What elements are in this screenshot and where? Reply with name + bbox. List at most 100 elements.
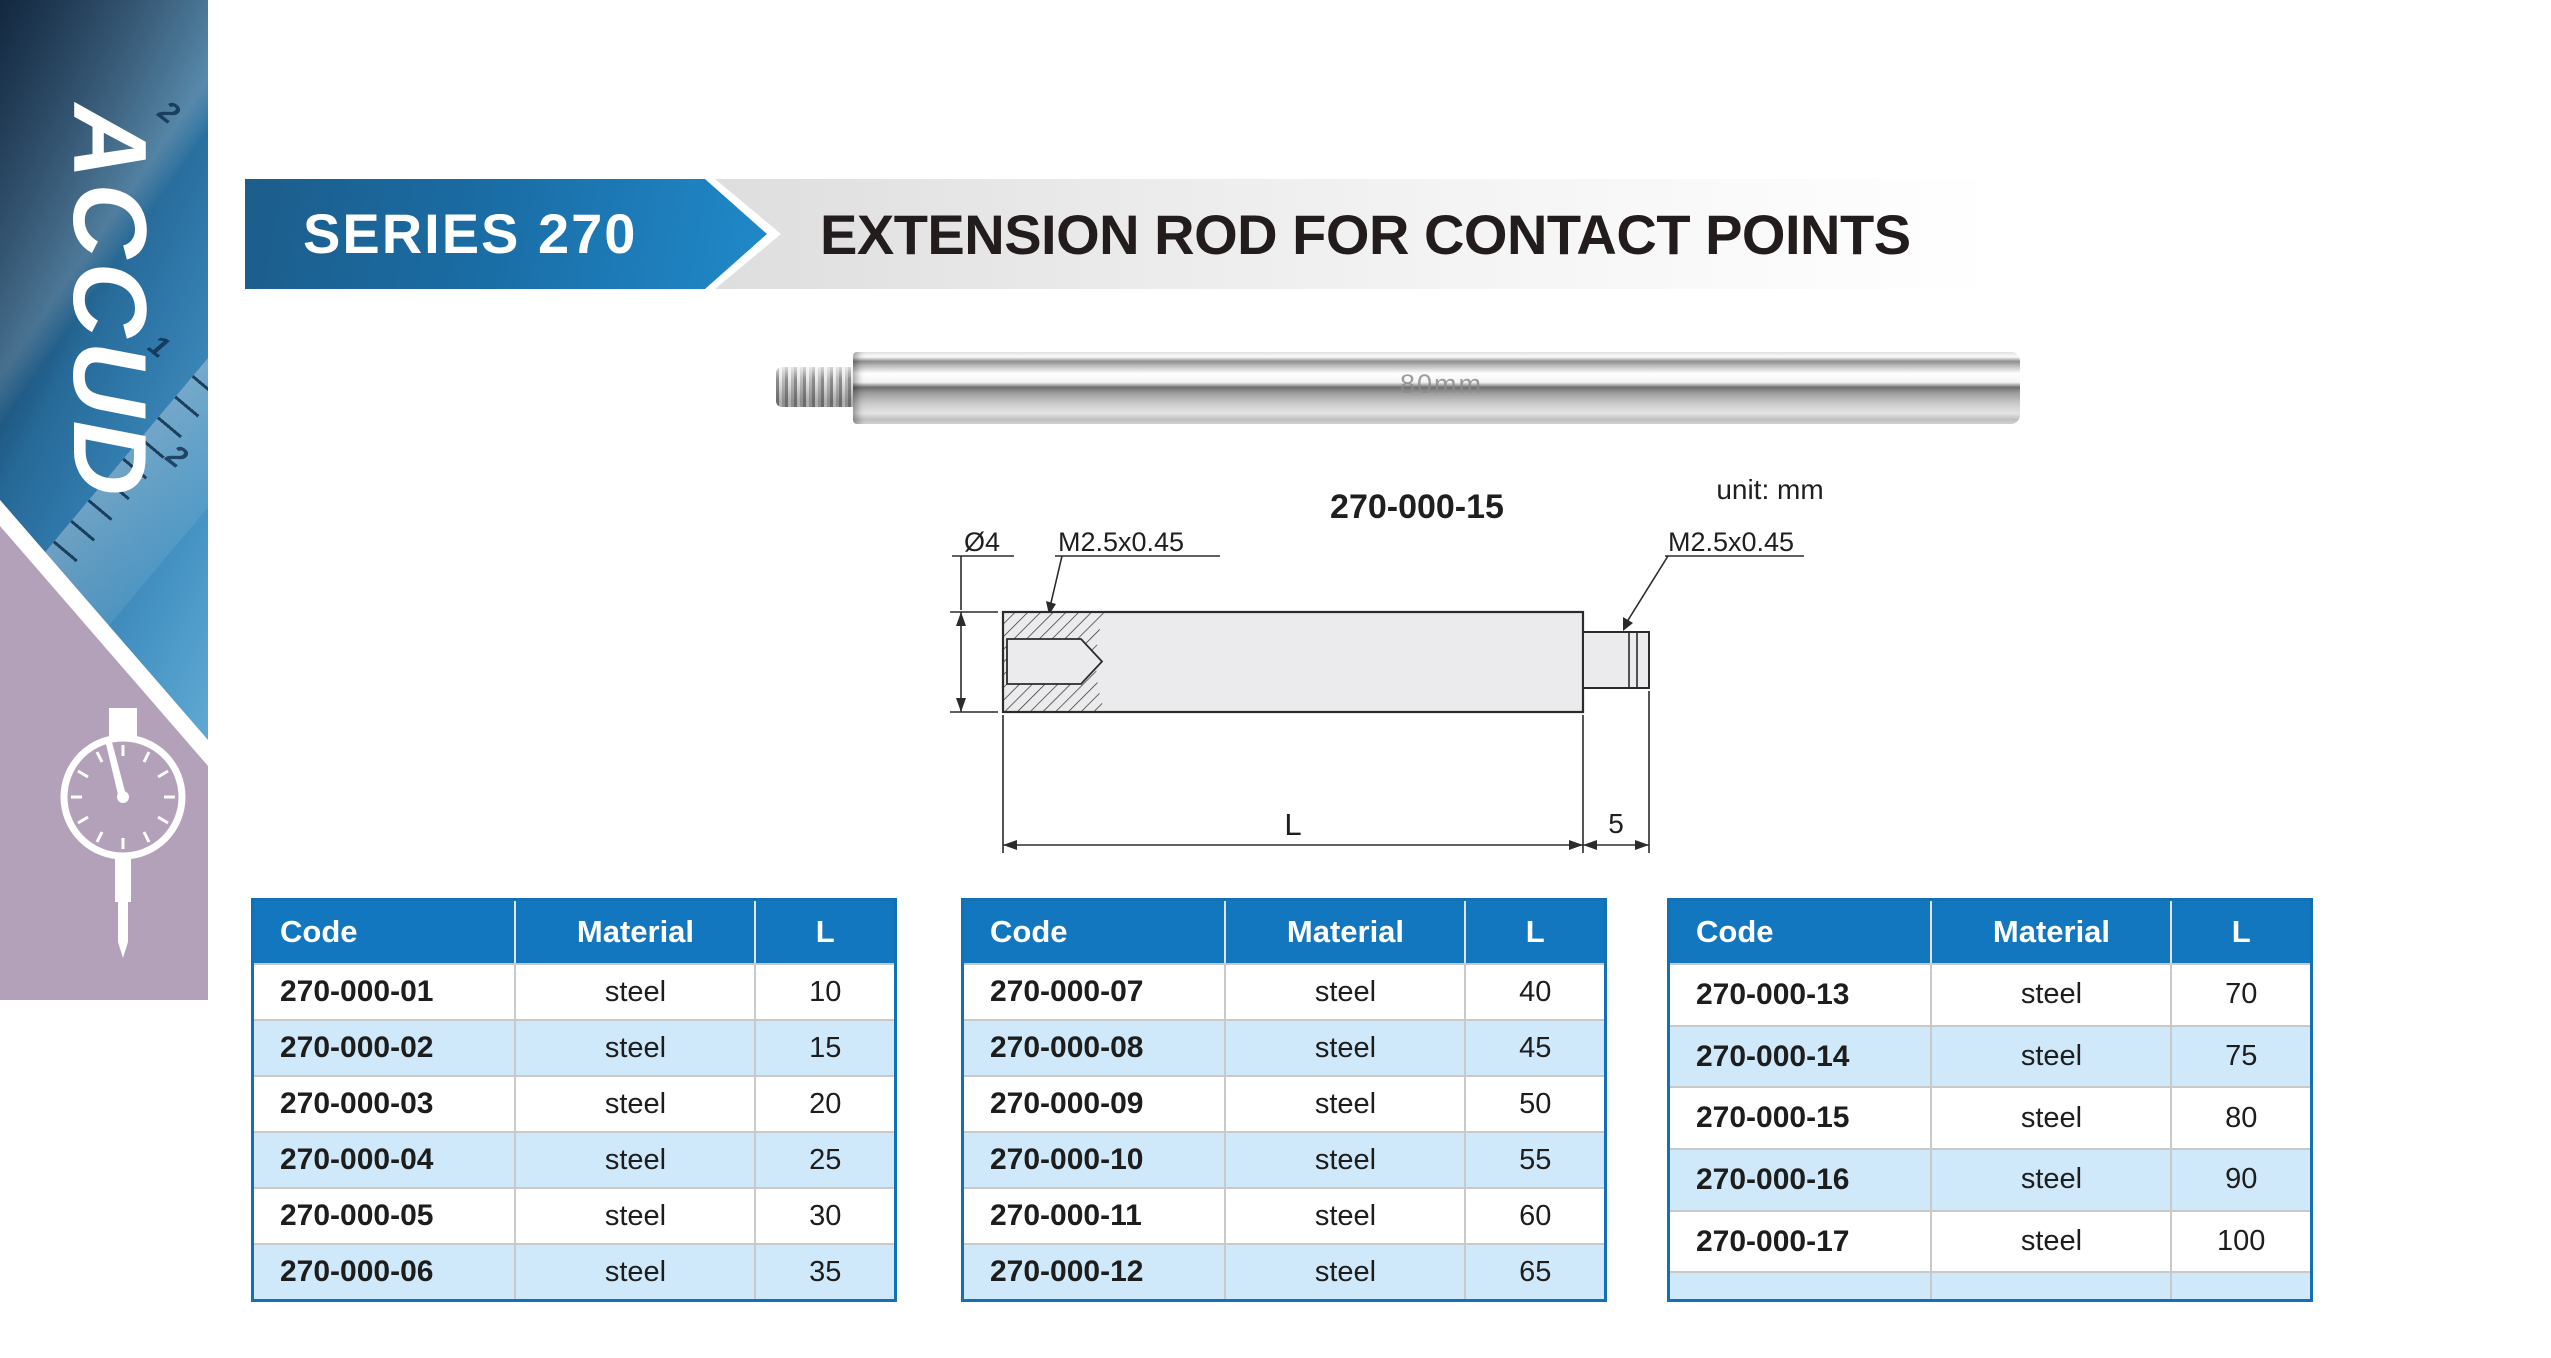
length-dim-label: L bbox=[1284, 807, 1301, 842]
cell-length bbox=[2170, 1273, 2310, 1300]
cell-code: 270-000-08 bbox=[990, 1031, 1144, 1064]
cell-length: 45 bbox=[1464, 1021, 1604, 1075]
cell-material: steel bbox=[514, 1133, 754, 1187]
cell-material: steel bbox=[1930, 965, 2170, 1025]
cell-material: steel bbox=[1930, 1211, 2170, 1272]
cell-length: 65 bbox=[1464, 1245, 1604, 1299]
cell-code: 270-000-15 bbox=[1696, 1101, 1850, 1135]
cell-material: steel bbox=[1224, 1077, 1464, 1131]
table-row: 270-000-09 steel 50 bbox=[964, 1075, 1604, 1131]
table-header-row: Code Material L bbox=[964, 901, 1604, 963]
cell-material: steel bbox=[514, 1021, 754, 1075]
cell-material: steel bbox=[514, 1077, 754, 1131]
sidebar: 2 1 2 ACCUD bbox=[0, 0, 208, 1000]
cell-length: 100 bbox=[2170, 1211, 2310, 1272]
spec-table-2: Code Material L 270-000-07 steel 40 270-000-08… bbox=[961, 898, 1607, 1302]
model-label: 270-000-15 bbox=[1330, 488, 1504, 526]
cell-code: 270-000-11 bbox=[990, 1199, 1142, 1232]
cell-length: 30 bbox=[754, 1189, 894, 1243]
cell-code: 270-000-12 bbox=[990, 1255, 1144, 1288]
table-header-row: Code Material L bbox=[254, 901, 894, 963]
cell-material: steel bbox=[514, 1245, 754, 1299]
cell-length: 90 bbox=[2170, 1150, 2310, 1210]
diameter-label: Ø4 bbox=[964, 527, 1000, 557]
cell-length: 25 bbox=[754, 1133, 894, 1187]
cell-length: 80 bbox=[2170, 1088, 2310, 1149]
cell-length: 20 bbox=[754, 1077, 894, 1131]
rod-body bbox=[853, 352, 2020, 424]
header-cell-code: Code bbox=[280, 914, 358, 949]
banner-background bbox=[560, 179, 2000, 289]
table-row: 270-000-10 steel 55 bbox=[964, 1131, 1604, 1187]
cell-material bbox=[1930, 1273, 2170, 1300]
cell-length: 10 bbox=[754, 965, 894, 1019]
table-header-row: Code Material L bbox=[1670, 901, 2310, 963]
brand-logo: ACCUD bbox=[51, 104, 167, 500]
table-row: 270-000-04 steel 25 bbox=[254, 1131, 894, 1187]
table-row: 270-000-16 steel 90 bbox=[1670, 1148, 2310, 1210]
cell-code: 270-000-05 bbox=[280, 1199, 434, 1232]
tip-dim-label: 5 bbox=[1608, 808, 1624, 839]
header-cell-material: Material bbox=[1224, 901, 1464, 963]
cell-code: 270-000-10 bbox=[990, 1143, 1144, 1176]
cell-length: 70 bbox=[2170, 965, 2310, 1025]
cell-length: 60 bbox=[1464, 1189, 1604, 1243]
rod-thread bbox=[776, 367, 858, 407]
cell-material: steel bbox=[1930, 1150, 2170, 1210]
cell-code: 270-000-04 bbox=[280, 1143, 434, 1176]
cell-code: 270-000-13 bbox=[1696, 977, 1850, 1011]
cell-length: 55 bbox=[1464, 1133, 1604, 1187]
cell-length: 35 bbox=[754, 1245, 894, 1299]
cell-material: steel bbox=[514, 1189, 754, 1243]
cell-length: 75 bbox=[2170, 1026, 2310, 1087]
cell-material: steel bbox=[1224, 1189, 1464, 1243]
header-cell-code: Code bbox=[990, 914, 1068, 949]
header-cell-length: L bbox=[1464, 901, 1604, 963]
table-row: 270-000-03 steel 20 bbox=[254, 1075, 894, 1131]
cell-code: 270-000-16 bbox=[1696, 1162, 1850, 1196]
cell-code: 270-000-03 bbox=[280, 1087, 434, 1120]
table-row: 270-000-13 steel 70 bbox=[1670, 963, 2310, 1025]
header-cell-length: L bbox=[2170, 901, 2310, 963]
table-row: 270-000-06 steel 35 bbox=[254, 1243, 894, 1299]
thread-label-left: M2.5x0.45 bbox=[1058, 527, 1184, 557]
table-row: 270-000-01 steel 10 bbox=[254, 963, 894, 1019]
dial-indicator-icon bbox=[60, 708, 186, 958]
header-cell-code: Code bbox=[1696, 914, 1774, 949]
cell-material: steel bbox=[1224, 965, 1464, 1019]
table-row: 270-000-11 steel 60 bbox=[964, 1187, 1604, 1243]
table-row: 270-000-15 steel 80 bbox=[1670, 1086, 2310, 1149]
spec-table-3: Code Material L 270-000-13 steel 70 270-000-14… bbox=[1667, 898, 2313, 1302]
cell-material: steel bbox=[1224, 1021, 1464, 1075]
page-title: EXTENSION ROD FOR CONTACT POINTS bbox=[820, 203, 1911, 266]
table-row bbox=[1670, 1271, 2310, 1300]
thread-label-right: M2.5x0.45 bbox=[1668, 527, 1794, 557]
cell-code: 270-000-06 bbox=[280, 1255, 434, 1288]
table-row: 270-000-12 steel 65 bbox=[964, 1243, 1604, 1299]
cell-code: 270-000-01 bbox=[280, 975, 434, 1008]
cell-material: steel bbox=[1930, 1088, 2170, 1149]
unit-label: unit: mm bbox=[1716, 474, 1823, 505]
cell-length: 40 bbox=[1464, 965, 1604, 1019]
cell-code: 270-000-14 bbox=[1696, 1039, 1850, 1073]
cell-material: steel bbox=[514, 965, 754, 1019]
table-row: 270-000-08 steel 45 bbox=[964, 1019, 1604, 1075]
cell-material: steel bbox=[1930, 1026, 2170, 1087]
cell-material: steel bbox=[1224, 1245, 1464, 1299]
table-row: 270-000-14 steel 75 bbox=[1670, 1024, 2310, 1087]
table-row: 270-000-17 steel 100 bbox=[1670, 1209, 2310, 1272]
table-row: 270-000-02 steel 15 bbox=[254, 1019, 894, 1075]
header-cell-material: Material bbox=[1930, 901, 2170, 963]
table-row: 270-000-07 steel 40 bbox=[964, 963, 1604, 1019]
cell-length: 50 bbox=[1464, 1077, 1604, 1131]
header-cell-length: L bbox=[754, 901, 894, 963]
cell-code: 270-000-07 bbox=[990, 975, 1144, 1008]
table-row: 270-000-05 steel 30 bbox=[254, 1187, 894, 1243]
cell-code: 270-000-09 bbox=[990, 1087, 1144, 1120]
cell-code: 270-000-17 bbox=[1696, 1224, 1850, 1258]
cell-material: steel bbox=[1224, 1133, 1464, 1187]
cell-code: 270-000-02 bbox=[280, 1031, 434, 1064]
header-cell-material: Material bbox=[514, 901, 754, 963]
cell-code bbox=[1670, 1273, 1930, 1299]
series-badge: SERIES 270 bbox=[245, 179, 767, 289]
